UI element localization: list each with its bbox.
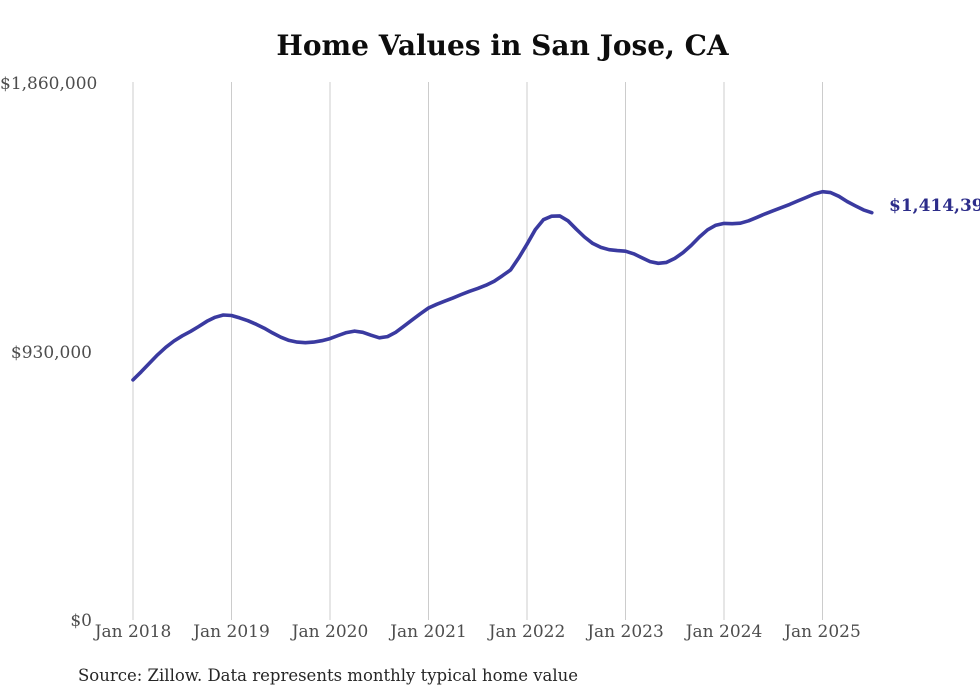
y-axis-tick-label: $0: [70, 611, 92, 631]
y-axis-tick-label: $930,000: [10, 342, 92, 363]
x-axis-tick-label: Jan 2022: [488, 622, 566, 642]
x-axis-tick-label: Jan 2020: [291, 622, 369, 642]
x-axis-tick-label: Jan 2021: [390, 622, 467, 642]
x-axis-tick-label: Jan 2024: [685, 622, 763, 642]
latest-value-label: $1,414,393: [889, 196, 980, 216]
home-value-line: [131, 189, 874, 382]
chart-title: Home Values in San Jose, CA: [276, 29, 729, 62]
x-axis-tick-label: Jan 2019: [193, 622, 270, 642]
y-axis-tick-label: $1,860,000: [0, 74, 98, 94]
x-axis-tick-label: Jan 2023: [587, 622, 664, 642]
source-note: Source: Zillow. Data represents monthly …: [78, 666, 579, 685]
x-axis-tick-label: Jan 2025: [784, 622, 861, 642]
x-axis-tick-label: Jan 2018: [94, 622, 172, 642]
